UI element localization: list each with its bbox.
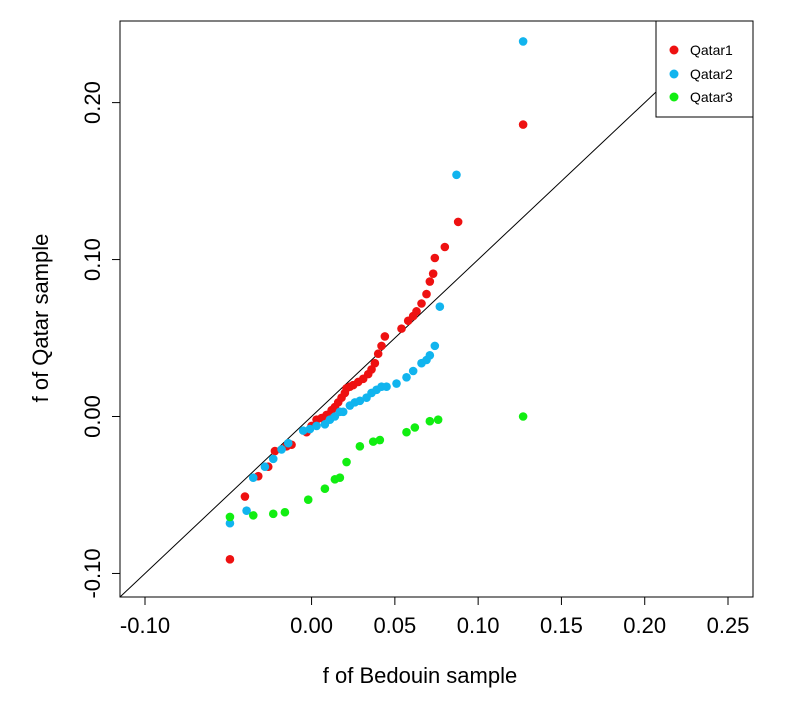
data-point-qatar2 bbox=[225, 518, 235, 528]
data-point-qatar3 bbox=[410, 423, 420, 432]
data-point-qatar2 bbox=[518, 37, 528, 46]
data-point-qatar1 bbox=[225, 555, 235, 564]
data-point-qatar2 bbox=[392, 379, 401, 388]
data-point-qatar2 bbox=[283, 438, 293, 448]
data-point-qatar1 bbox=[377, 341, 386, 351]
x-axis: -0.10 0.00 0.05 0.10 0.15 0.20 0.25 bbox=[120, 597, 750, 638]
data-point-qatar1 bbox=[425, 277, 435, 286]
data-point-qatar2 bbox=[402, 372, 411, 382]
data-point-qatar3 bbox=[518, 412, 528, 421]
data-point-qatar1 bbox=[417, 299, 426, 308]
data-point-qatar3 bbox=[375, 435, 385, 445]
data-point-qatar1 bbox=[428, 269, 438, 278]
data-point-qatar2 bbox=[312, 421, 321, 431]
data-point-qatar3 bbox=[342, 457, 351, 467]
x-tick-label: 0.05 bbox=[373, 613, 416, 638]
data-point-qatar1 bbox=[430, 253, 440, 263]
data-point-qatar3 bbox=[425, 416, 435, 426]
data-point-qatar2 bbox=[452, 170, 461, 180]
legend-marker-qatar3 bbox=[669, 92, 679, 102]
data-point-qatar3 bbox=[320, 484, 330, 494]
legend-marker-qatar2 bbox=[669, 69, 679, 79]
legend-label-qatar3: Qatar3 bbox=[690, 89, 733, 105]
data-point-qatar1 bbox=[412, 307, 421, 316]
x-tick-label: 0.20 bbox=[623, 613, 666, 638]
data-point-qatar1 bbox=[240, 492, 250, 501]
data-point-qatar1 bbox=[373, 349, 383, 359]
data-point-qatar2 bbox=[435, 302, 445, 311]
data-point-qatar3 bbox=[303, 495, 313, 504]
data-point-qatar1 bbox=[270, 446, 280, 456]
data-point-qatar1 bbox=[370, 358, 380, 368]
data-point-qatar3 bbox=[433, 415, 443, 424]
data-point-qatar3 bbox=[225, 512, 235, 522]
y-tick-label: 0.00 bbox=[80, 395, 105, 438]
reference-line-layer bbox=[119, 20, 732, 598]
legend: Qatar1 Qatar2 Qatar3 bbox=[655, 20, 754, 118]
x-tick-label: 0.00 bbox=[290, 613, 333, 638]
data-point-qatar1 bbox=[518, 120, 528, 129]
data-point-qatar1 bbox=[422, 289, 431, 299]
data-point-qatar2 bbox=[248, 473, 258, 483]
x-tick-label: 0.10 bbox=[457, 613, 500, 638]
data-point-qatar2 bbox=[382, 382, 391, 391]
x-tick-label: -0.10 bbox=[120, 613, 170, 638]
data-point-qatar3 bbox=[248, 511, 258, 520]
plot-frame bbox=[119, 20, 754, 598]
legend-label-qatar2: Qatar2 bbox=[690, 66, 733, 82]
data-point-qatar3 bbox=[268, 509, 278, 519]
data-point-qatar2 bbox=[268, 454, 278, 464]
data-point-qatar3 bbox=[335, 473, 345, 483]
legend-label-qatar1: Qatar1 bbox=[690, 42, 733, 58]
data-point-qatar2 bbox=[277, 445, 286, 454]
data-point-qatar2 bbox=[430, 341, 440, 351]
data-point-qatar2 bbox=[425, 350, 435, 360]
data-point-qatar2 bbox=[305, 424, 315, 434]
data-point-qatar1 bbox=[453, 217, 463, 227]
data-point-qatar2 bbox=[260, 462, 270, 472]
data-point-qatar2 bbox=[338, 407, 348, 417]
data-point-qatar3 bbox=[402, 427, 411, 437]
y-tick-label: 0.20 bbox=[80, 81, 105, 124]
reference-line-y-equals-x bbox=[119, 20, 732, 598]
data-point-qatar1 bbox=[380, 332, 390, 341]
data-point-qatar3 bbox=[355, 442, 365, 451]
data-point-qatar2 bbox=[242, 506, 251, 515]
data-point-qatar3 bbox=[368, 437, 378, 446]
data-point-qatar2 bbox=[355, 396, 365, 406]
y-axis-title: f of Qatar sample bbox=[28, 234, 53, 403]
data-point-qatar1 bbox=[397, 324, 406, 333]
data-point-qatar3 bbox=[280, 507, 290, 517]
legend-marker-qatar1 bbox=[669, 45, 679, 55]
y-tick-label: -0.10 bbox=[80, 548, 105, 598]
x-axis-title: f of Bedouin sample bbox=[323, 663, 517, 688]
data-point-qatar2 bbox=[408, 366, 418, 376]
x-tick-label: 0.15 bbox=[540, 613, 583, 638]
data-points-layer bbox=[225, 37, 528, 564]
data-point-qatar1 bbox=[440, 242, 450, 252]
x-tick-label: 0.25 bbox=[707, 613, 750, 638]
data-point-qatar2 bbox=[298, 426, 308, 435]
y-tick-label: 0.10 bbox=[80, 238, 105, 281]
y-axis: -0.10 0.00 0.10 0.20 bbox=[80, 81, 120, 599]
